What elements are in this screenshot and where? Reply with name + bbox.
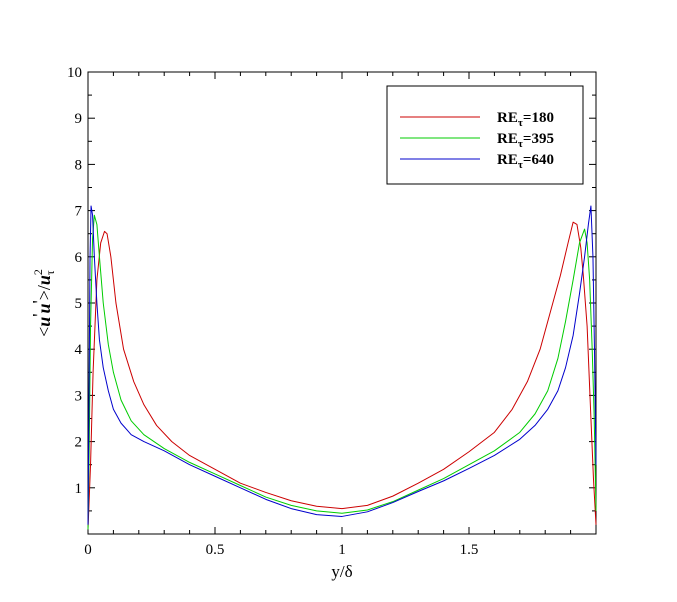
series-line-0 <box>87 221 597 530</box>
y-tick-label-5: 6 <box>75 250 83 266</box>
x-tick-label-3: 1.5 <box>460 542 479 558</box>
y-tick-label-6: 7 <box>75 204 83 220</box>
x-tick-label-0: 0 <box>84 542 92 558</box>
y-tick-label-3: 4 <box>75 342 83 358</box>
y-tick-label-8: 9 <box>75 111 83 127</box>
legend: REτ=180 REτ=395 REτ=640 <box>386 85 584 185</box>
series-line-2 <box>87 205 597 525</box>
legend-label-re180: REτ=180 <box>497 110 554 129</box>
y-tick-label-9: 10 <box>67 65 82 81</box>
legend-label-re640: REτ=640 <box>497 152 554 171</box>
y-tick-label-1: 2 <box>75 435 83 451</box>
y-tick-label-2: 3 <box>75 388 83 404</box>
legend-box <box>386 85 584 185</box>
y-axis-title: <u'u'>/u2τ <box>29 269 57 337</box>
series-lines <box>87 205 597 530</box>
axis-tick-labels: 0 0.5 1 1.5 1 2 3 4 5 6 7 8 9 10 <box>67 65 478 558</box>
legend-label-re395: REτ=395 <box>497 131 554 150</box>
y-tick-label-4: 5 <box>75 296 83 312</box>
y-tick-label-0: 1 <box>75 481 83 497</box>
axis-ticks <box>87 71 596 534</box>
x-tick-label-2: 1 <box>338 542 346 558</box>
y-tick-label-7: 8 <box>75 157 83 173</box>
x-tick-label-1: 0.5 <box>206 542 225 558</box>
series-line-1 <box>87 214 597 530</box>
x-axis-title: y/δ <box>331 562 352 581</box>
